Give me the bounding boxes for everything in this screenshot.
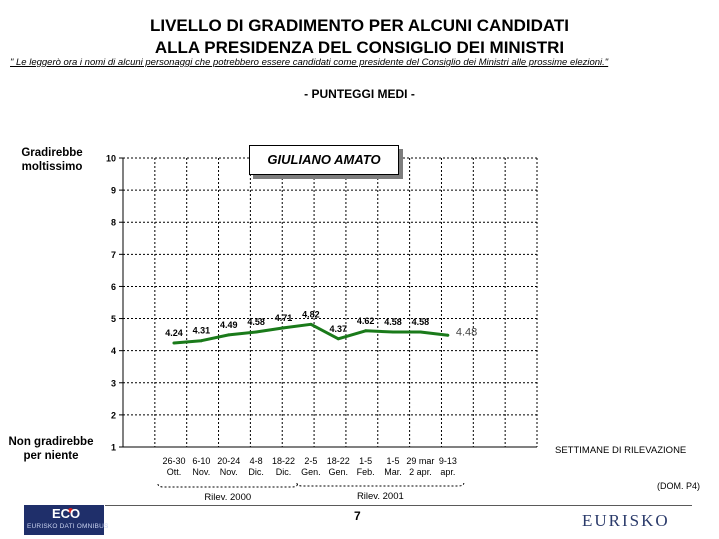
data-label: 4.48	[456, 326, 477, 338]
x-tick-label: 26-30	[162, 456, 185, 466]
logo-dot-icon	[68, 508, 73, 513]
x-tick-label: Mar.	[384, 467, 402, 477]
x-tick-label: 6-10	[192, 456, 210, 466]
x-axis-title: SETTIMANE DI RILEVAZIONE	[555, 445, 687, 456]
x-tick-label: Feb.	[357, 467, 375, 477]
data-label: 4.37	[330, 324, 348, 334]
data-label: 4.31	[193, 326, 211, 336]
data-label: 4.58	[247, 317, 265, 327]
group-2000-bracket	[157, 483, 299, 488]
subheading: - PUNTEGGI MEDI -	[304, 87, 415, 101]
page-number: 7	[354, 509, 361, 523]
data-point	[336, 337, 340, 341]
y-tick-label: 5	[111, 314, 116, 324]
x-tick-label: 1-5	[359, 456, 372, 466]
x-tick-label: 18-22	[327, 456, 350, 466]
x-tick-label: Dic.	[276, 467, 292, 477]
y-tick-label: 3	[111, 378, 116, 388]
page-title-line1: LIVELLO DI GRADIMENTO PER ALCUNI CANDIDA…	[149, 16, 569, 35]
data-label: 4.62	[357, 316, 375, 326]
x-tick-label: 9-13	[439, 456, 457, 466]
data-point	[282, 326, 286, 330]
x-tick-label: Nov.	[192, 467, 210, 477]
data-point	[391, 330, 395, 334]
y-tick-label: 10	[106, 154, 116, 164]
data-point	[254, 330, 258, 334]
x-tick-label: 4-8	[250, 456, 263, 466]
x-tick-label: apr.	[440, 467, 455, 477]
data-point	[172, 341, 176, 345]
x-tick-label: Dic.	[248, 467, 264, 477]
y-tick-label: 7	[111, 250, 116, 260]
footer-divider	[105, 505, 692, 506]
eco-logo: ECO EURISKO DATI OMNIBUS	[24, 505, 108, 535]
x-tick-label: 29 mar	[406, 456, 434, 466]
x-tick-label: 1-5	[387, 456, 400, 466]
group-2001-label: Rilev. 2001	[357, 491, 404, 502]
eurisko-logo: EURISKO	[582, 511, 670, 530]
y-tick-label: 1	[111, 443, 116, 453]
chart-title-box: GIULIANO AMATO	[249, 145, 399, 175]
series-line	[173, 322, 448, 345]
data-label: 4.71	[275, 313, 293, 323]
y-tick-label: 8	[111, 218, 116, 228]
group-2001-bracket	[296, 482, 465, 487]
group-2000-label: Rilev. 2000	[204, 492, 251, 503]
data-point	[364, 329, 368, 333]
x-tick-label: 2-5	[304, 456, 317, 466]
data-label: 4.49	[220, 320, 238, 330]
data-point	[446, 333, 450, 337]
x-tick-label: Nov.	[220, 467, 238, 477]
page-title-line2: ALLA PRESIDENZA DEL CONSIGLIO DEI MINIST…	[154, 38, 565, 57]
y-tick-label: 2	[111, 410, 116, 420]
data-label: 4.82	[302, 309, 320, 319]
data-label: 4.58	[412, 317, 430, 327]
y-tick-label: 6	[111, 282, 116, 292]
y-tick-label: 4	[111, 346, 116, 356]
source-ref: (DOM. P4)	[657, 481, 701, 491]
y-top-label: Gradirebbe moltissimo	[21, 147, 83, 173]
data-label: 4.58	[384, 317, 402, 327]
data-label: 4.24	[165, 328, 183, 338]
chart-title: GIULIANO AMATO	[267, 152, 381, 167]
x-tick-label: 2 apr.	[409, 467, 432, 477]
x-tick-label: 18-22	[272, 456, 295, 466]
x-tick-label: Gen.	[301, 467, 321, 477]
data-point	[418, 330, 422, 334]
data-point	[199, 339, 203, 343]
question-text: " Le leggerò ora i nomi di alcuni person…	[10, 57, 609, 68]
y-bottom-label: Non gradirebbe per niente	[8, 436, 94, 462]
data-point	[227, 333, 231, 337]
data-point	[309, 322, 313, 326]
x-tick-label: Ott.	[167, 467, 182, 477]
x-tick-label: 20-24	[217, 456, 240, 466]
y-tick-label: 9	[111, 186, 116, 196]
x-tick-label: Gen.	[329, 467, 349, 477]
